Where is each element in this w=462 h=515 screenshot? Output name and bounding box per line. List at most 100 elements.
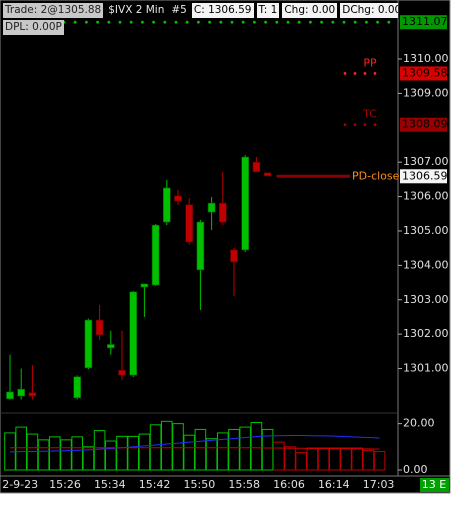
level-dot [85,20,88,24]
info-field: DChg: 0.00 [340,3,398,18]
volume-bar [49,436,61,471]
level-dot [219,20,223,24]
level-dot [96,20,99,24]
level-dot [197,20,200,24]
info-field: Trade: 2@1305.88 [3,3,104,18]
y-tick-label: 1306.00 [403,190,449,203]
candle-body [28,392,37,397]
volume-bar [116,435,128,471]
candle-body [163,187,171,223]
price-label: 1309.58 [402,66,448,79]
volume-bar [373,450,386,471]
info-field: $IVX 2 Min [108,4,165,16]
candle-body [118,369,126,376]
price-label: 1311.07 [402,15,448,28]
volume-bar [105,440,117,471]
level-name: PD-close [352,169,400,182]
volume-bar [138,433,151,471]
price-label: 1308.09 [402,118,448,131]
candle-body [73,376,81,399]
candle-body [107,344,115,349]
x-tick-label: 15:42 [139,478,171,491]
level-dot [253,20,256,24]
level-dot [342,20,346,24]
candle-body [95,319,104,336]
volume-bar [15,426,27,471]
level-dot [174,20,178,24]
price-label-box [400,169,447,184]
price-label-box [400,117,447,132]
volume-bar [340,447,352,471]
level-dot [275,20,279,24]
volume-bar [127,435,140,471]
x-tick-label: 17:03 [363,478,395,491]
level-dot [297,20,301,24]
level-dot [365,20,368,24]
candle-body [174,195,182,202]
x-tick-label: 16:06 [273,478,305,491]
y-tick-label: 1303.00 [403,293,449,306]
level-dot [152,20,156,24]
level-dot [163,20,167,24]
volume-bar [228,428,240,471]
level-dot [118,20,122,24]
level-dot [376,20,379,24]
candle-body [151,224,160,286]
x-tick-label: 15:34 [94,478,126,491]
candle-body [140,283,149,288]
y-tick-label: 1304.00 [403,258,449,271]
volume-bar [172,423,184,471]
volume-bar [194,428,207,471]
x-tick-label: 15:26 [49,478,81,491]
candle-body [207,202,216,213]
y-tick-label: 1310.00 [403,52,449,65]
candle-body [263,172,272,177]
level-dot [363,123,367,127]
volume-bar [183,434,195,471]
price-label: 1306.59 [402,169,448,182]
level-dot [73,20,77,24]
info-field: #5 [171,4,187,16]
volume-bar [82,446,95,471]
volume-tick-label: 20.00 [403,417,435,430]
candle-body [196,221,205,271]
level-dot [141,20,144,24]
candle-body [17,388,26,397]
volume-bar [93,430,106,471]
x-tick-label: 15:50 [184,478,216,491]
volume-bar [284,446,296,471]
info-field: Chg: 0.00 [282,3,338,18]
level-dot [230,20,234,24]
x-tick-label: 16:14 [318,478,350,491]
level-dot [320,20,323,24]
volume-bar [273,441,285,471]
price-label-box [400,15,447,30]
volume-tick-label: 0.00 [403,463,428,476]
candle-body [219,202,227,223]
level-dot [363,72,367,75]
level-dot [387,20,391,24]
level-dot [208,20,212,24]
info-field: T: 1 [256,3,280,18]
candle-body [230,249,238,263]
corner-label: 13 E [422,478,446,491]
volume-bar [351,447,363,471]
y-tick-label: 1305.00 [403,224,449,237]
candle-body [84,319,93,369]
level-dot [373,72,377,75]
background [0,0,451,494]
level-dot [353,20,357,24]
volume-bar [60,439,72,471]
candle-body [129,291,137,376]
level-name: PP [363,56,377,69]
level-dot [286,20,290,24]
y-tick-label: 1302.00 [403,327,449,340]
level-dot [331,20,335,24]
volume-bar [205,438,218,471]
volume-bar [37,439,50,471]
y-tick-label: 1309.00 [403,86,449,99]
y-tick-label: 1307.00 [403,155,449,168]
y-tick-label: 1301.00 [403,362,449,375]
